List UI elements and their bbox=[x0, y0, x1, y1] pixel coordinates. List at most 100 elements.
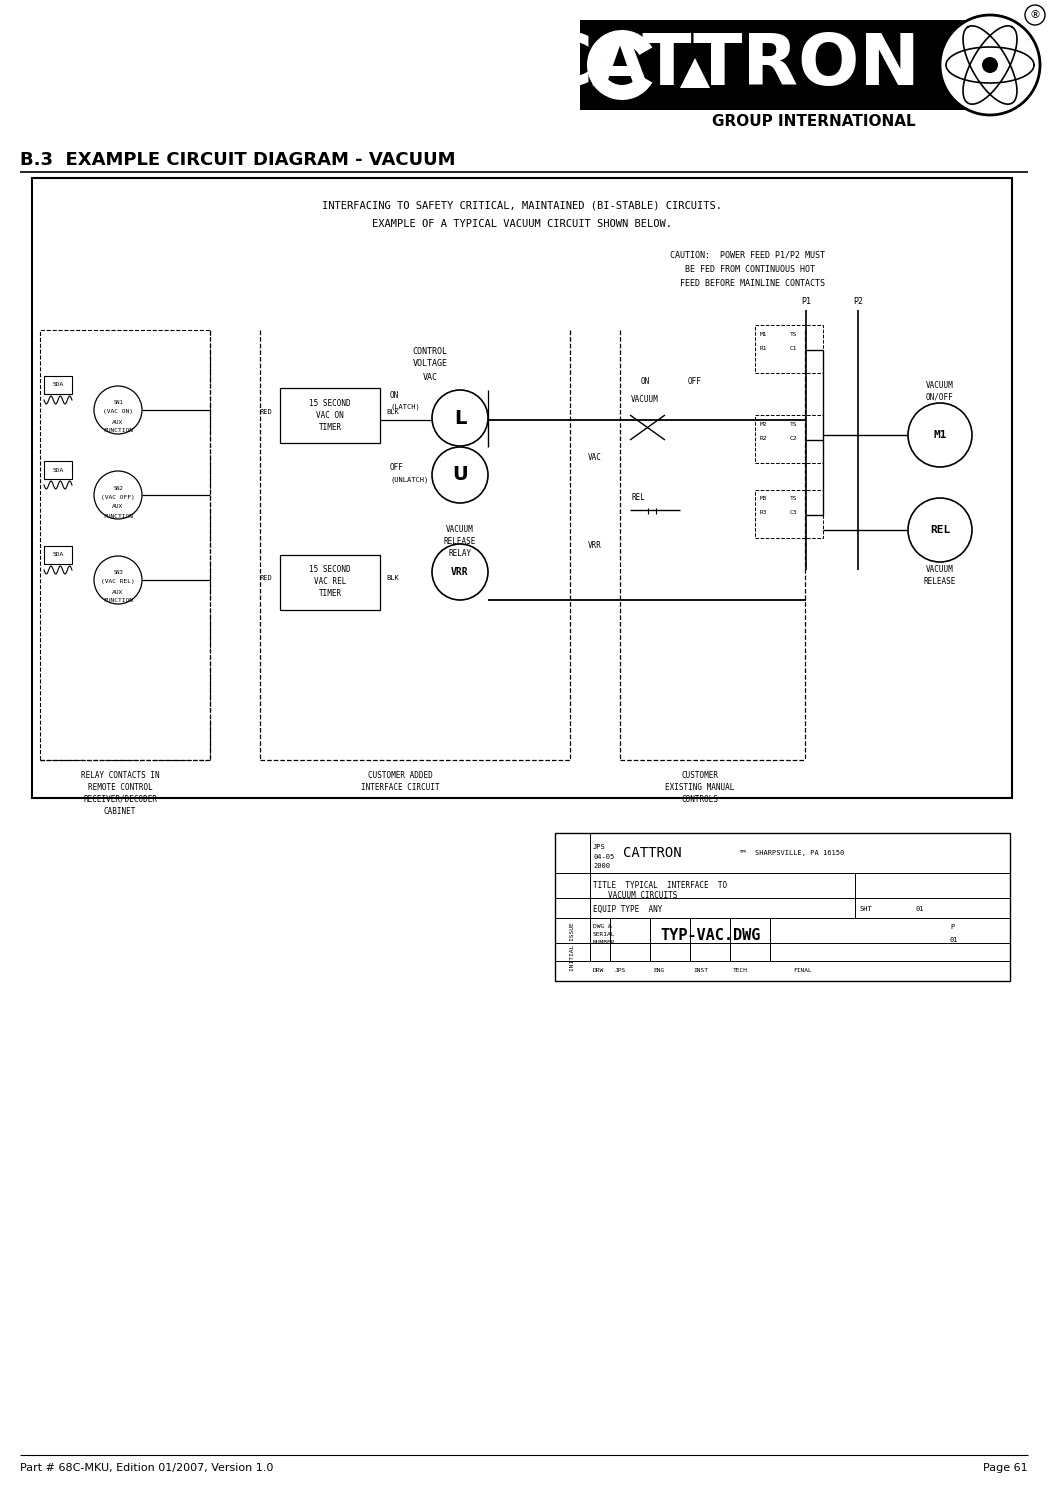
Text: BE FED FROM CONTINUOUS HOT: BE FED FROM CONTINUOUS HOT bbox=[670, 265, 815, 274]
Text: CONTROLS: CONTROLS bbox=[681, 794, 719, 803]
Bar bbox=[44, 461, 72, 479]
Text: (VAC OFF): (VAC OFF) bbox=[101, 495, 135, 500]
Text: TITLE  TYPICAL  INTERFACE  TO: TITLE TYPICAL INTERFACE TO bbox=[593, 880, 727, 889]
Text: M3: M3 bbox=[760, 497, 767, 501]
Text: CAUTION:  POWER FEED P1/P2 MUST: CAUTION: POWER FEED P1/P2 MUST bbox=[670, 250, 825, 260]
Text: VAC REL: VAC REL bbox=[313, 577, 346, 586]
Text: ON: ON bbox=[390, 391, 399, 400]
Text: TYP-VAC.DWG: TYP-VAC.DWG bbox=[660, 928, 761, 943]
Text: SN1: SN1 bbox=[113, 400, 123, 406]
Text: VACUUM CIRCUITS: VACUUM CIRCUITS bbox=[608, 891, 678, 900]
Text: ON: ON bbox=[640, 378, 650, 387]
Text: SHT: SHT bbox=[860, 906, 873, 912]
Text: P1: P1 bbox=[801, 297, 811, 306]
Text: GROUP INTERNATIONAL: GROUP INTERNATIONAL bbox=[713, 114, 916, 129]
Text: ™: ™ bbox=[740, 848, 746, 858]
Text: ON/OFF: ON/OFF bbox=[926, 393, 954, 401]
Text: VRR: VRR bbox=[588, 540, 602, 550]
Text: VRR: VRR bbox=[452, 567, 468, 577]
Text: R1: R1 bbox=[760, 345, 767, 351]
Text: P2: P2 bbox=[853, 297, 863, 306]
Text: TIMER: TIMER bbox=[319, 424, 342, 433]
Text: U: U bbox=[452, 465, 467, 485]
Text: BLK: BLK bbox=[386, 575, 398, 581]
Text: VAC ON: VAC ON bbox=[316, 412, 344, 421]
Text: TECH: TECH bbox=[733, 968, 748, 974]
Text: RECEIVER/DECODER: RECEIVER/DECODER bbox=[83, 794, 157, 803]
Text: P: P bbox=[949, 923, 955, 929]
Polygon shape bbox=[680, 58, 709, 88]
Text: R2: R2 bbox=[760, 436, 767, 440]
Text: JPS: JPS bbox=[593, 845, 606, 851]
Text: RELAY: RELAY bbox=[449, 550, 472, 559]
Circle shape bbox=[94, 387, 141, 434]
Circle shape bbox=[982, 57, 998, 73]
Bar bbox=[44, 376, 72, 394]
Text: JPS: JPS bbox=[615, 968, 627, 974]
Text: CUSTOMER ADDED: CUSTOMER ADDED bbox=[368, 770, 433, 779]
Bar bbox=[755, 326, 823, 373]
Text: CUSTOMER: CUSTOMER bbox=[681, 770, 719, 779]
Text: AUX: AUX bbox=[112, 589, 124, 595]
Text: 5DA: 5DA bbox=[52, 467, 64, 473]
Text: NUMBER: NUMBER bbox=[593, 940, 615, 946]
Text: 04-05: 04-05 bbox=[593, 854, 614, 859]
Circle shape bbox=[908, 498, 971, 562]
Circle shape bbox=[432, 544, 488, 599]
Text: RED: RED bbox=[259, 575, 272, 581]
Text: FINAL: FINAL bbox=[793, 968, 812, 974]
Text: DRW: DRW bbox=[593, 968, 605, 974]
Circle shape bbox=[94, 556, 141, 604]
Bar bbox=[280, 388, 380, 443]
Text: C3: C3 bbox=[790, 510, 798, 516]
Text: DWG &: DWG & bbox=[593, 925, 612, 929]
Text: RED: RED bbox=[259, 409, 272, 415]
Text: VOLTAGE: VOLTAGE bbox=[413, 360, 447, 369]
Text: C2: C2 bbox=[790, 436, 798, 440]
Text: 01: 01 bbox=[949, 937, 959, 943]
Text: (UNLATCH): (UNLATCH) bbox=[390, 477, 429, 483]
Text: M1: M1 bbox=[934, 430, 946, 440]
Bar bbox=[755, 415, 823, 462]
Text: EXISTING MANUAL: EXISTING MANUAL bbox=[665, 782, 735, 791]
Text: CONTROL: CONTROL bbox=[413, 348, 447, 357]
Text: M1: M1 bbox=[760, 332, 767, 336]
Text: M2: M2 bbox=[760, 421, 767, 427]
Text: EQUIP TYPE  ANY: EQUIP TYPE ANY bbox=[593, 904, 662, 913]
Text: CATTRON: CATTRON bbox=[540, 31, 920, 100]
Bar bbox=[280, 555, 380, 610]
Text: SN3: SN3 bbox=[113, 571, 123, 575]
Text: Page 61: Page 61 bbox=[983, 1463, 1028, 1474]
Text: TIMER: TIMER bbox=[319, 589, 342, 598]
Text: VAC: VAC bbox=[588, 454, 602, 462]
Text: L: L bbox=[454, 409, 466, 427]
Text: CABINET: CABINET bbox=[104, 806, 136, 815]
Circle shape bbox=[1025, 4, 1045, 25]
Text: (LATCH): (LATCH) bbox=[390, 404, 420, 410]
Text: TS: TS bbox=[790, 421, 798, 427]
Text: C1: C1 bbox=[790, 345, 798, 351]
Text: Part # 68C-MKU, Edition 01/2007, Version 1.0: Part # 68C-MKU, Edition 01/2007, Version… bbox=[20, 1463, 274, 1474]
Bar bbox=[555, 833, 1010, 981]
Text: ®: ® bbox=[1029, 10, 1041, 19]
Text: AUX: AUX bbox=[112, 504, 124, 510]
Wedge shape bbox=[587, 30, 652, 100]
Text: EXAMPLE OF A TYPICAL VACUUM CIRCUIT SHOWN BELOW.: EXAMPLE OF A TYPICAL VACUUM CIRCUIT SHOW… bbox=[372, 219, 672, 229]
Text: REMOTE CONTROL: REMOTE CONTROL bbox=[88, 782, 152, 791]
Text: AUX: AUX bbox=[112, 419, 124, 424]
Text: CATTRON: CATTRON bbox=[623, 846, 681, 859]
Text: B.3  EXAMPLE CIRCUIT DIAGRAM - VACUUM: B.3 EXAMPLE CIRCUIT DIAGRAM - VACUUM bbox=[20, 152, 456, 170]
Circle shape bbox=[908, 403, 971, 467]
Text: 2000: 2000 bbox=[593, 862, 610, 868]
Text: BLK: BLK bbox=[386, 409, 398, 415]
Text: OFF: OFF bbox=[689, 378, 702, 387]
Text: REL: REL bbox=[930, 525, 951, 535]
Circle shape bbox=[432, 390, 488, 446]
Text: 5DA: 5DA bbox=[52, 553, 64, 558]
Polygon shape bbox=[670, 45, 720, 106]
Bar bbox=[32, 178, 1012, 799]
Text: VACUUM: VACUUM bbox=[446, 525, 474, 534]
Text: RELEASE: RELEASE bbox=[443, 537, 476, 547]
Circle shape bbox=[432, 448, 488, 503]
Text: FUNCTION: FUNCTION bbox=[103, 513, 133, 519]
